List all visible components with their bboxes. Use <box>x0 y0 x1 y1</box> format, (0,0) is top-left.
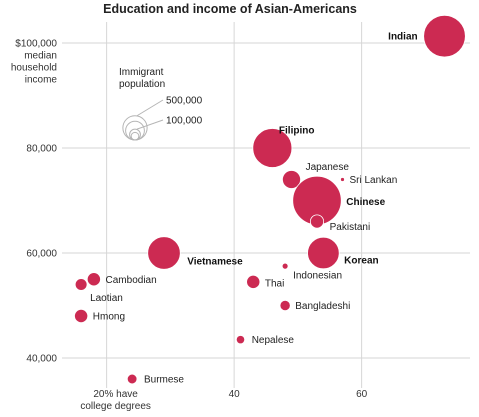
bubble-korean <box>307 236 340 270</box>
point-label-hmong: Hmong <box>93 312 125 323</box>
point-label-laotian: Laotian <box>90 293 123 304</box>
x-tick-label: 40 <box>229 389 241 400</box>
bubble-pakistani <box>309 214 325 229</box>
point-label-indian: Indian <box>388 32 417 43</box>
y-tick-label: 40,000 <box>26 354 57 365</box>
legend-title: population <box>119 79 165 90</box>
point-label-korean: Korean <box>344 256 378 267</box>
legend-entry-label: 100,000 <box>166 116 203 127</box>
y-axis-label: income <box>25 75 58 86</box>
point-label-chinese: Chinese <box>346 197 385 208</box>
bubble-filipino <box>252 128 293 168</box>
legend-title: Immigrant <box>119 67 164 78</box>
point-label-bangladeshi: Bangladeshi <box>295 301 350 312</box>
x-tick-label: 20% have <box>93 389 138 400</box>
y-tick-label: 60,000 <box>26 249 57 260</box>
legend-entry-label: 500,000 <box>166 96 203 107</box>
bubble-hmong <box>74 308 89 324</box>
bubble-japanese <box>282 170 301 189</box>
point-label-nepalese: Nepalese <box>252 335 295 346</box>
point-label-thai: Thai <box>265 278 284 289</box>
bubble-indonesian <box>281 262 289 270</box>
legend-circle <box>129 128 141 141</box>
x-axis-label: college degrees <box>80 401 151 412</box>
y-axis-label: household <box>11 63 57 74</box>
point-label-pakistani: Pakistani <box>330 222 371 233</box>
bubble-sri-lankan <box>340 177 345 182</box>
legend-leader-line <box>136 99 164 117</box>
y-axis-label: median <box>24 51 57 62</box>
point-label-vietnamese: Vietnamese <box>187 257 243 268</box>
point-label-sri-lankan: Sri Lankan <box>350 175 398 186</box>
legend-leader-line <box>136 119 164 130</box>
bubbles <box>74 14 466 385</box>
bubble-thai <box>246 274 261 289</box>
bubble-bangladeshi <box>279 299 291 312</box>
point-label-burmese: Burmese <box>144 375 184 386</box>
legend-circle <box>125 120 145 141</box>
bubble-indian <box>423 14 466 58</box>
bubble-nepalese <box>235 335 246 345</box>
bubble-cambodian <box>86 272 101 287</box>
y-tick-label: $100,000 <box>15 39 57 50</box>
chart-title: Education and income of Asian-Americans <box>103 2 357 16</box>
x-tick-label: 60 <box>356 389 368 400</box>
point-label-indonesian: Indonesian <box>293 271 342 282</box>
bubble-vietnamese <box>147 236 181 270</box>
bubble-laotian <box>74 278 88 291</box>
point-label-japanese: Japanese <box>306 162 350 173</box>
point-label-cambodian: Cambodian <box>106 275 157 286</box>
grid-lines <box>62 22 470 388</box>
y-tick-label: 80,000 <box>26 144 57 155</box>
point-label-filipino: Filipino <box>279 126 315 137</box>
bubble-burmese <box>126 373 138 385</box>
